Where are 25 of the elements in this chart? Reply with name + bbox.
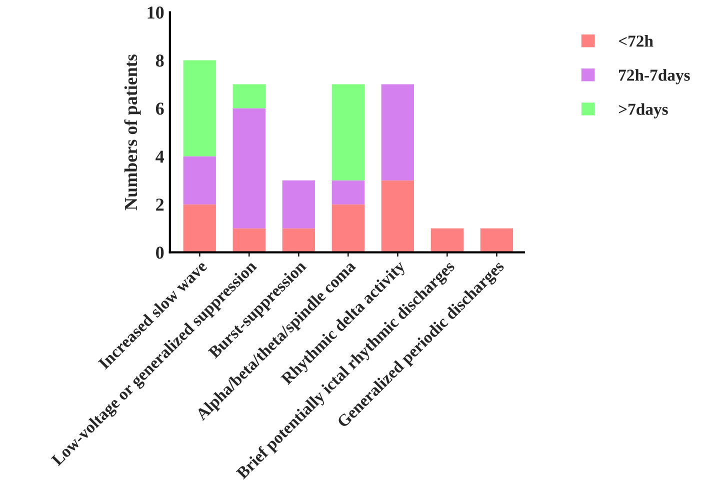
y-tick-label: 10 xyxy=(148,6,164,19)
bar xyxy=(282,180,315,228)
legend-label: 72h-7days xyxy=(619,69,690,84)
y-tick-label: 2 xyxy=(156,198,164,211)
bar xyxy=(332,180,364,204)
y-tick-label: 6 xyxy=(156,102,164,115)
bar xyxy=(232,108,266,228)
bar xyxy=(183,60,216,156)
bar xyxy=(430,228,464,252)
y-tick-label: 4 xyxy=(156,150,164,163)
legend-label: <72h xyxy=(618,35,654,47)
bar xyxy=(282,228,315,252)
bar xyxy=(183,204,216,252)
y-axis-title: Numbers of patients xyxy=(124,54,141,210)
bar xyxy=(332,84,364,180)
bar xyxy=(480,228,514,252)
bar xyxy=(232,84,266,108)
legend-label: >7days xyxy=(618,103,668,118)
bar xyxy=(232,228,266,252)
y-tick-label: 8 xyxy=(156,54,164,67)
bar xyxy=(381,180,414,252)
bar xyxy=(183,156,216,204)
y-tick-label: 0 xyxy=(156,246,164,259)
bar xyxy=(381,84,414,180)
bar xyxy=(332,204,364,252)
